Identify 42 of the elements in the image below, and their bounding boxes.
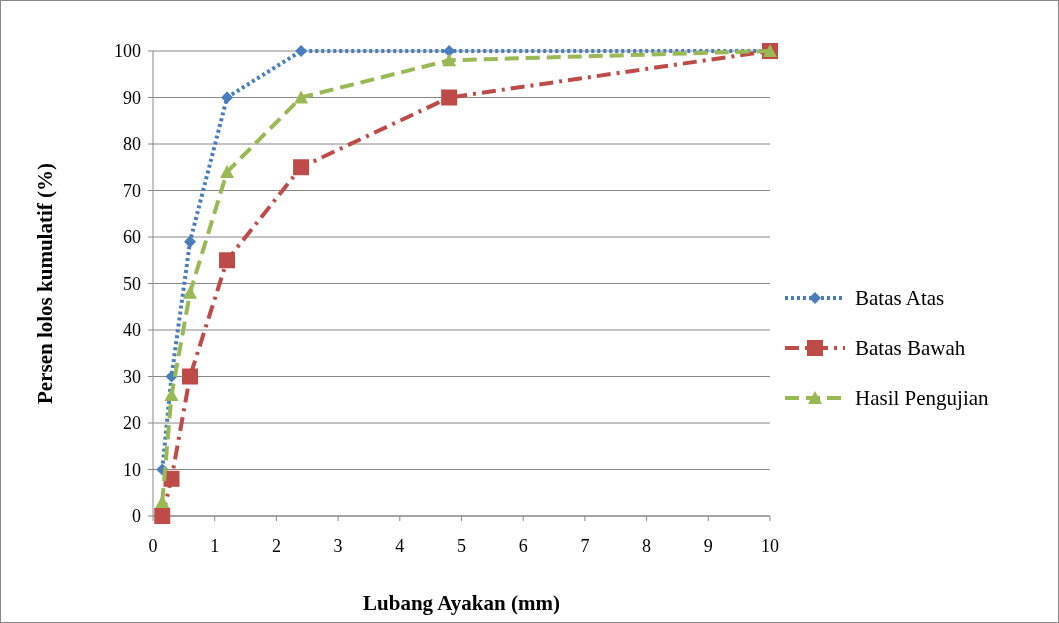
x-tick-label: 8 bbox=[642, 536, 652, 556]
x-tick-label: 1 bbox=[210, 536, 220, 556]
y-tick-label: 60 bbox=[123, 227, 141, 248]
x-tick-label: 4 bbox=[395, 536, 405, 556]
point bbox=[182, 368, 199, 385]
x-axis-title: Lubang Ayakan (mm) bbox=[363, 591, 560, 615]
y-tick-label: 40 bbox=[123, 320, 141, 341]
point bbox=[221, 91, 234, 104]
point bbox=[184, 235, 197, 248]
x-tick-label: 6 bbox=[518, 536, 528, 556]
point bbox=[220, 164, 235, 178]
x-tick-label: 3 bbox=[333, 536, 343, 556]
legend-label: Hasil Pengujian bbox=[855, 386, 990, 411]
point bbox=[442, 53, 457, 67]
x-tick-label: 0 bbox=[148, 536, 158, 556]
x-tick-label: 9 bbox=[703, 536, 713, 556]
x-tick-label: 7 bbox=[580, 536, 590, 556]
point bbox=[294, 90, 309, 104]
y-tick-label: 30 bbox=[123, 366, 141, 387]
point bbox=[154, 508, 171, 524]
point bbox=[293, 159, 310, 176]
point bbox=[183, 285, 198, 299]
y-tick-label: 0 bbox=[132, 506, 141, 527]
y-axis-title: Persen lolos kumulatif (%) bbox=[33, 163, 57, 404]
point bbox=[441, 89, 458, 106]
legend-label: Batas Atas bbox=[855, 286, 945, 311]
y-tick-label: 100 bbox=[114, 41, 141, 62]
point bbox=[295, 45, 308, 57]
x-tick-label: 5 bbox=[457, 536, 466, 556]
y-tick-label: 90 bbox=[123, 87, 141, 108]
point bbox=[164, 388, 179, 402]
point bbox=[219, 252, 236, 269]
x-tick-label: 2 bbox=[271, 536, 281, 556]
x-tick-label: 10 bbox=[761, 536, 779, 556]
y-tick-label: 10 bbox=[123, 459, 141, 480]
y-tick-label: 50 bbox=[123, 273, 141, 294]
point bbox=[163, 470, 180, 487]
y-tick-label: 80 bbox=[123, 134, 141, 155]
y-tick-label: 20 bbox=[123, 413, 141, 434]
legend-label: Batas Bawah bbox=[855, 336, 966, 361]
y-tick-label: 70 bbox=[123, 180, 141, 201]
point bbox=[155, 495, 170, 509]
